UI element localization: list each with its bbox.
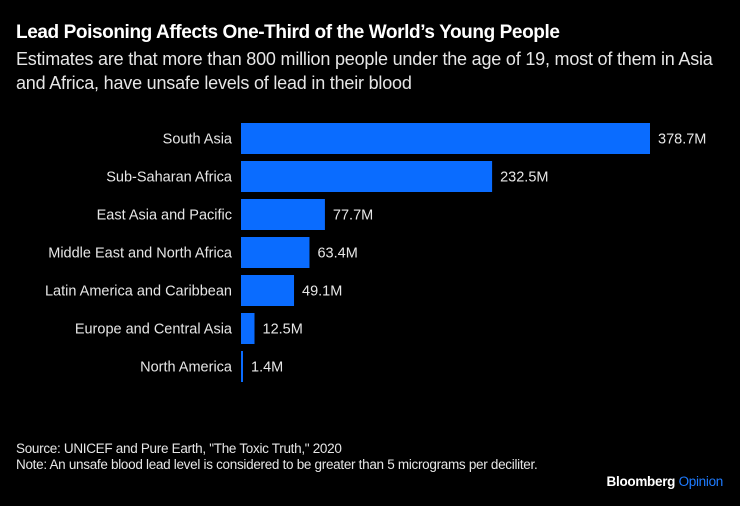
methodology-note: Note: An unsafe blood lead level is cons… [16, 457, 538, 472]
category-label: Latin America and Caribbean [45, 284, 232, 300]
bar [241, 123, 650, 154]
bar [241, 161, 493, 192]
value-label: 63.4M [317, 246, 357, 262]
brand-name: Bloomberg [606, 474, 676, 489]
bar [241, 199, 325, 230]
category-label: East Asia and Pacific [97, 208, 232, 224]
value-label: 77.7M [333, 208, 373, 224]
value-label: 12.5M [263, 322, 303, 338]
value-label: 49.1M [302, 284, 342, 300]
bar-chart: South Asia 378.7M Sub-Saharan Africa 232.5M… [45, 123, 706, 382]
bar [241, 237, 310, 268]
chart-footer: Source: UNICEF and Pure Earth, "The Toxi… [16, 441, 586, 473]
brand-section: Opinion [678, 474, 724, 489]
value-label: 378.7M [658, 132, 706, 148]
chart-subtitle: Estimates are that more than 800 million… [16, 49, 713, 93]
bar [241, 313, 255, 344]
category-label: South Asia [163, 132, 233, 148]
bar [241, 275, 295, 306]
category-label: North America [140, 360, 233, 376]
chart-title: Lead Poisoning Affects One-Third of the … [16, 22, 560, 43]
category-label: Middle East and North Africa [48, 246, 233, 262]
source-note: Source: UNICEF and Pure Earth, "The Toxi… [16, 441, 342, 456]
brand-logo: Bloomberg Opinion [606, 474, 724, 489]
category-label: Sub-Saharan Africa [106, 170, 233, 186]
value-label: 1.4M [251, 360, 283, 376]
value-label: 232.5M [500, 170, 548, 186]
bar [241, 351, 243, 382]
category-label: Europe and Central Asia [75, 322, 233, 338]
